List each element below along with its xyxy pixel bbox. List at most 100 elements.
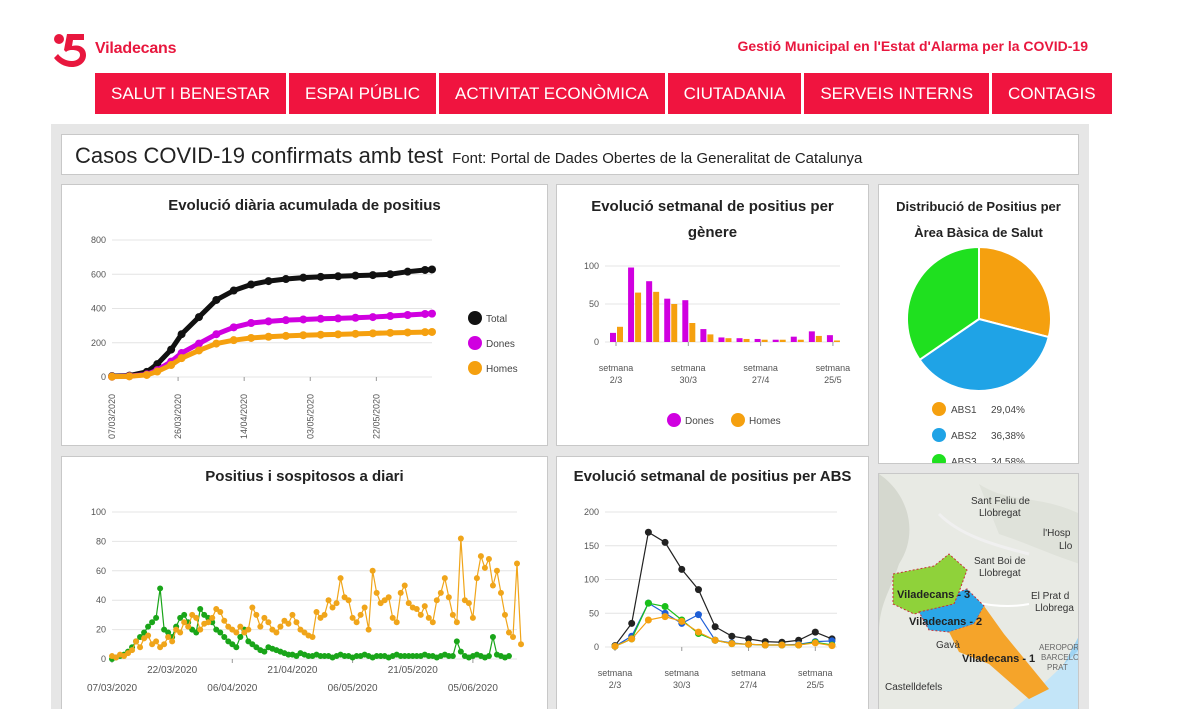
map-label: Llobregat: [979, 568, 1021, 579]
data-point: [795, 641, 803, 649]
pie-slice-abs2: [918, 317, 1050, 392]
data-point: [509, 633, 516, 640]
data-point: [137, 644, 144, 651]
viladecans-logo[interactable]: Viladecans: [50, 30, 220, 72]
data-point: [153, 638, 160, 645]
x-tick-label: 30/3: [680, 375, 698, 385]
x-tick-label: setmana: [743, 363, 778, 373]
bar-homes: [833, 340, 840, 342]
data-point: [449, 653, 456, 660]
x-tick-label: 26/03/2020: [173, 394, 183, 439]
chart-title: Positius i sospitosos a diari: [205, 468, 404, 485]
nav-espai-public[interactable]: ESPAI PÚBLIC: [289, 73, 436, 114]
map-label: l'Hosp: [1043, 528, 1071, 539]
data-point: [628, 635, 636, 643]
data-point: [368, 329, 377, 338]
data-point: [728, 632, 736, 640]
x-tick-label: 2/3: [609, 680, 622, 690]
data-point: [421, 309, 430, 318]
data-point: [351, 329, 360, 338]
map-label: Gavà: [936, 640, 960, 651]
data-point: [386, 270, 395, 279]
series-line-total: [614, 531, 833, 647]
data-point: [421, 328, 430, 337]
data-point: [403, 328, 412, 337]
y-tick-label: 100: [584, 261, 599, 271]
bar-homes: [815, 335, 822, 342]
nav-serveis-interns[interactable]: SERVEIS INTERNS: [804, 73, 990, 114]
data-point: [514, 560, 520, 567]
legend-label: ABS3: [951, 457, 977, 464]
bar-homes: [707, 334, 714, 342]
data-point: [351, 271, 360, 280]
data-point: [108, 372, 116, 381]
x-tick-label: 30/3: [673, 680, 691, 690]
abs-map[interactable]: Sant Feliu de Llobregat l'Hosp Llo Sant …: [879, 474, 1079, 709]
map-panel[interactable]: Sant Feliu de Llobregat l'Hosp Llo Sant …: [878, 473, 1079, 709]
x-tick-label: 05/06/2020: [448, 683, 498, 694]
data-point: [145, 632, 152, 639]
data-point: [428, 327, 436, 336]
abs1-area[interactable]: [949, 606, 1049, 699]
nav-salut-i-benestar[interactable]: SALUT I BENESTAR: [95, 73, 287, 114]
legend-label: ABS1: [951, 405, 977, 416]
bar-homes: [689, 323, 696, 342]
data-point: [644, 528, 652, 536]
map-label: Llobrega: [1035, 603, 1074, 614]
data-point: [386, 312, 395, 321]
chart-title: Evolució setmanal de positius per gènere: [591, 198, 834, 241]
x-tick-label: 07/03/2020: [87, 683, 137, 694]
data-point: [194, 339, 203, 348]
data-point: [403, 267, 412, 276]
map-label: Castelldefels: [885, 682, 942, 693]
legend-label: Dones: [486, 339, 515, 350]
legend-marker: [468, 311, 482, 325]
data-point: [212, 339, 221, 348]
map-label: Llo: [1059, 541, 1073, 552]
data-point: [261, 648, 268, 655]
data-point: [157, 585, 164, 592]
dashboard-title: Casos COVID-19 confirmats amb test Font:…: [75, 143, 862, 169]
y-tick-label: 60: [96, 566, 106, 576]
data-point: [281, 331, 290, 340]
map-label-abs2: Viladecans - 2: [909, 616, 982, 628]
data-point: [453, 619, 460, 626]
x-tick-label: 2/3: [610, 375, 623, 385]
y-tick-label: 200: [91, 338, 106, 348]
data-point: [181, 611, 188, 618]
data-point: [778, 641, 786, 649]
y-tick-label: 50: [589, 299, 599, 309]
nav-ciutadania[interactable]: CIUTADANIA: [667, 73, 802, 114]
map-label: AEROPORT: [1039, 643, 1079, 652]
legend-marker: [932, 402, 946, 416]
x-tick-label: setmana: [816, 363, 851, 373]
data-point: [449, 611, 456, 618]
bar-homes: [653, 291, 660, 342]
data-point: [429, 619, 436, 626]
data-point: [761, 641, 769, 649]
bar-dones: [826, 335, 833, 342]
data-point: [518, 641, 525, 648]
map-label: Sant Feliu de: [971, 496, 1030, 507]
dashboard-source: Font: Portal de Dades Obertes de la Gene…: [452, 150, 863, 167]
data-point: [505, 629, 512, 636]
y-tick-label: 0: [101, 654, 106, 664]
data-point: [221, 633, 228, 640]
data-point: [133, 638, 140, 645]
data-point: [165, 629, 172, 636]
data-point: [711, 636, 719, 644]
data-point: [237, 623, 244, 630]
data-point: [264, 277, 273, 286]
data-point: [329, 604, 336, 611]
data-point: [497, 589, 504, 596]
legend-marker: [468, 361, 482, 375]
data-point: [389, 614, 396, 621]
nav-activitat-economica[interactable]: ACTIVITAT ECONÒMICA: [438, 73, 665, 114]
data-point: [193, 614, 200, 621]
bar-dones: [664, 298, 671, 342]
data-point: [299, 315, 308, 324]
weekly-abs-chart: 0 50 100 150 200 setmana 2/3 setmana 30/3 setmana…: [584, 507, 837, 690]
data-point: [441, 575, 448, 582]
nav-contagis[interactable]: CONTAGIS: [992, 73, 1112, 114]
